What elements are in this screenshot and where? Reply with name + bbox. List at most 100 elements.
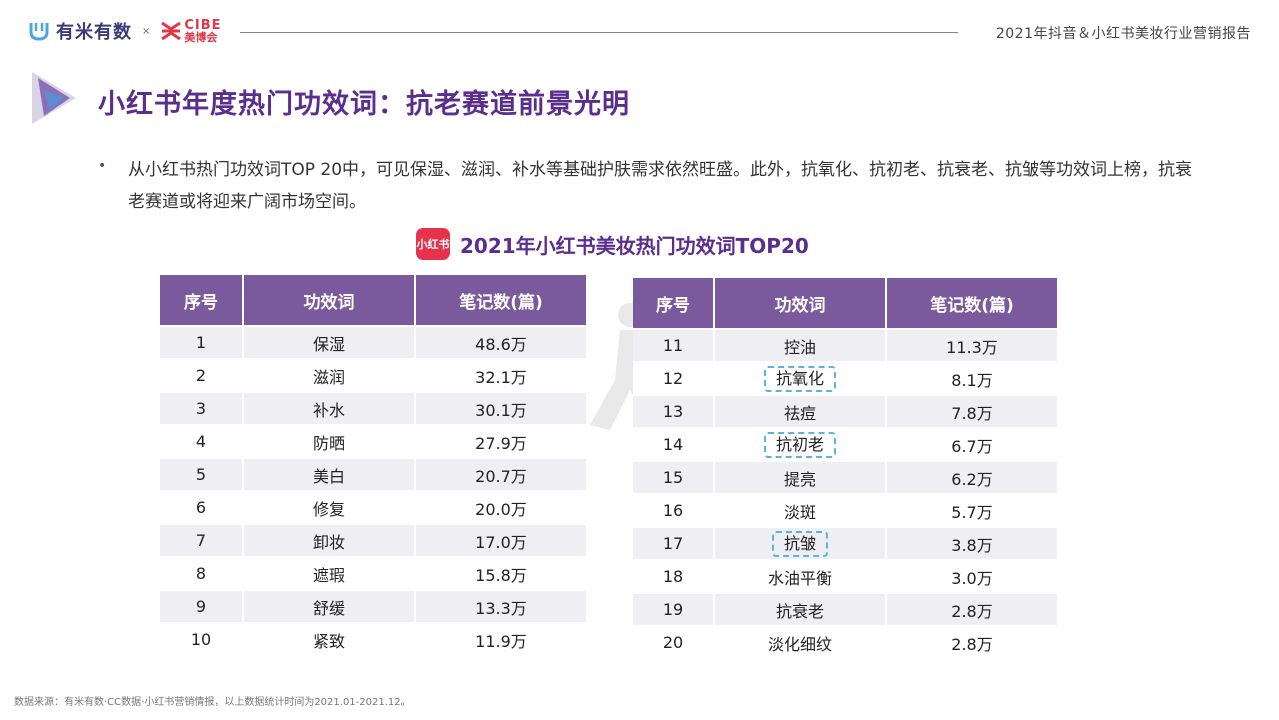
rank-cell: 5 (160, 457, 244, 491)
table-row: 16 淡斑 5.7万 (633, 493, 1057, 527)
rank-cell: 1 (160, 325, 244, 359)
rank-cell: 19 (633, 592, 715, 626)
section-title: 2021年小红书美妆热门功效词TOP20 (460, 233, 809, 258)
table-row: 4 防晒 27.9万 (160, 424, 586, 458)
word-cell: 紧致 (243, 622, 416, 655)
rank-cell: 12 (633, 361, 715, 395)
count-cell: 30.1万 (415, 391, 586, 425)
table-row: 19 抗衰老 2.8万 (633, 592, 1057, 626)
rank-cell: 18 (633, 559, 715, 593)
table-row: 14 抗初老 6.7万 (633, 427, 1057, 461)
rank-cell: 20 (633, 625, 715, 658)
table-row: 8 遮瑕 15.8万 (160, 556, 586, 590)
word-cell: 水油平衡 (714, 559, 887, 593)
cibe-logo: CIBE 美博会 (160, 19, 221, 43)
rank-cell: 11 (633, 328, 715, 362)
table-row: 2 滋润 32.1万 (160, 358, 586, 392)
bullet-text: 从小红书热门功效词TOP 20中，可见保湿、滋润、补水等基础护肤需求依然旺盛。此… (128, 160, 1193, 212)
highlighted-word: 抗皱 (771, 530, 828, 557)
count-cell: 3.0万 (886, 559, 1057, 593)
header-divider (240, 32, 958, 33)
table-row: 5 美白 20.7万 (160, 457, 586, 491)
rank-cell: 9 (160, 589, 244, 623)
table-row: 10 紧致 11.9万 (160, 622, 586, 655)
logo-separator: × (142, 25, 151, 37)
word-cell: 补水 (243, 391, 416, 425)
header-word: 功效词 (714, 278, 887, 329)
rank-cell: 15 (633, 460, 715, 494)
word-cell: 淡化细纹 (714, 625, 887, 658)
count-cell: 2.8万 (886, 592, 1057, 626)
youmi-logo-icon (29, 23, 49, 41)
highlighted-word: 抗氧化 (763, 365, 836, 392)
word-cell: 修复 (243, 490, 416, 524)
count-cell: 15.8万 (415, 556, 586, 590)
cibe-logo-icon (161, 21, 182, 41)
word-cell: 滋润 (243, 358, 416, 392)
rank-cell: 10 (160, 622, 244, 655)
rank-cell: 16 (633, 493, 715, 527)
word-cell: 提亮 (714, 460, 887, 494)
count-cell: 11.3万 (886, 328, 1057, 362)
word-cell: 抗初老 (714, 427, 887, 461)
table-row: 15 提亮 6.2万 (633, 460, 1057, 494)
word-cell: 祛痘 (714, 394, 887, 428)
count-cell: 5.7万 (886, 493, 1057, 527)
report-title: 2021年抖音＆小红书美妆行业营销报告 (995, 26, 1251, 42)
section-heading: 小红书 2021年小红书美妆热门功效词TOP20 (416, 228, 809, 260)
word-cell: 淡斑 (714, 493, 887, 527)
ranking-table-left: 序号 功效词 笔记数(篇) 1 保湿 48.6万 2 滋润 32.1万 3 补水 30.1万… (160, 275, 586, 655)
header-count: 笔记数(篇) (415, 275, 586, 326)
word-cell: 舒缓 (243, 589, 416, 623)
table-row: 6 修复 20.0万 (160, 490, 586, 524)
table-row: 20 淡化细纹 2.8万 (633, 625, 1057, 658)
table-row: 12 抗氧化 8.1万 (633, 361, 1057, 395)
count-cell: 11.9万 (415, 622, 586, 655)
word-cell: 保湿 (243, 325, 416, 359)
header-word: 功效词 (243, 275, 416, 326)
rank-cell: 14 (633, 427, 715, 461)
rank-cell: 4 (160, 424, 244, 458)
table-row: 9 舒缓 13.3万 (160, 589, 586, 623)
page-title: 小红书年度热门功效词：抗老赛道前景光明 (98, 89, 630, 120)
word-cell: 遮瑕 (243, 556, 416, 590)
cibe-logo-en: CIBE (184, 18, 222, 33)
count-cell: 20.0万 (415, 490, 586, 524)
rank-cell: 8 (160, 556, 244, 590)
highlighted-word: 抗初老 (763, 431, 836, 458)
table-row: 7 卸妆 17.0万 (160, 523, 586, 557)
table-row: 18 水油平衡 3.0万 (633, 559, 1057, 593)
count-cell: 2.8万 (886, 625, 1057, 658)
source-note: 数据来源：有米有数·CC数据·小红书营销情报，以上数据统计时间为2021.01-… (14, 697, 411, 708)
header-rank: 序号 (633, 278, 715, 329)
rank-cell: 2 (160, 358, 244, 392)
count-cell: 8.1万 (886, 361, 1057, 395)
table-row: 11 控油 11.3万 (633, 328, 1057, 362)
count-cell: 3.8万 (886, 526, 1057, 560)
word-cell: 抗皱 (714, 526, 887, 560)
count-cell: 6.7万 (886, 427, 1057, 461)
header-count: 笔记数(篇) (886, 278, 1057, 329)
bullet-dot: • (98, 158, 107, 174)
word-cell: 美白 (243, 457, 416, 491)
count-cell: 27.9万 (415, 424, 586, 458)
table-row: 3 补水 30.1万 (160, 391, 586, 425)
youmi-logo-text: 有米有数 (56, 22, 132, 43)
xiaohongshu-logo-icon: 小红书 (416, 228, 450, 260)
table-row: 1 保湿 48.6万 (160, 325, 586, 359)
count-cell: 7.8万 (886, 394, 1057, 428)
rank-cell: 6 (160, 490, 244, 524)
word-cell: 防晒 (243, 424, 416, 458)
table-row: 17 抗皱 3.8万 (633, 526, 1057, 560)
rank-cell: 13 (633, 394, 715, 428)
count-cell: 20.7万 (415, 457, 586, 491)
word-cell: 控油 (714, 328, 887, 362)
word-cell: 抗氧化 (714, 361, 887, 395)
header-rank: 序号 (160, 275, 244, 326)
count-cell: 48.6万 (415, 325, 586, 359)
count-cell: 13.3万 (415, 589, 586, 623)
table-row: 13 祛痘 7.8万 (633, 394, 1057, 428)
count-cell: 6.2万 (886, 460, 1057, 494)
count-cell: 17.0万 (415, 523, 586, 557)
ranking-table-right: 序号 功效词 笔记数(篇) 11 控油 11.3万 12 抗氧化 8.1万 13 祛痘 7.… (633, 278, 1057, 658)
